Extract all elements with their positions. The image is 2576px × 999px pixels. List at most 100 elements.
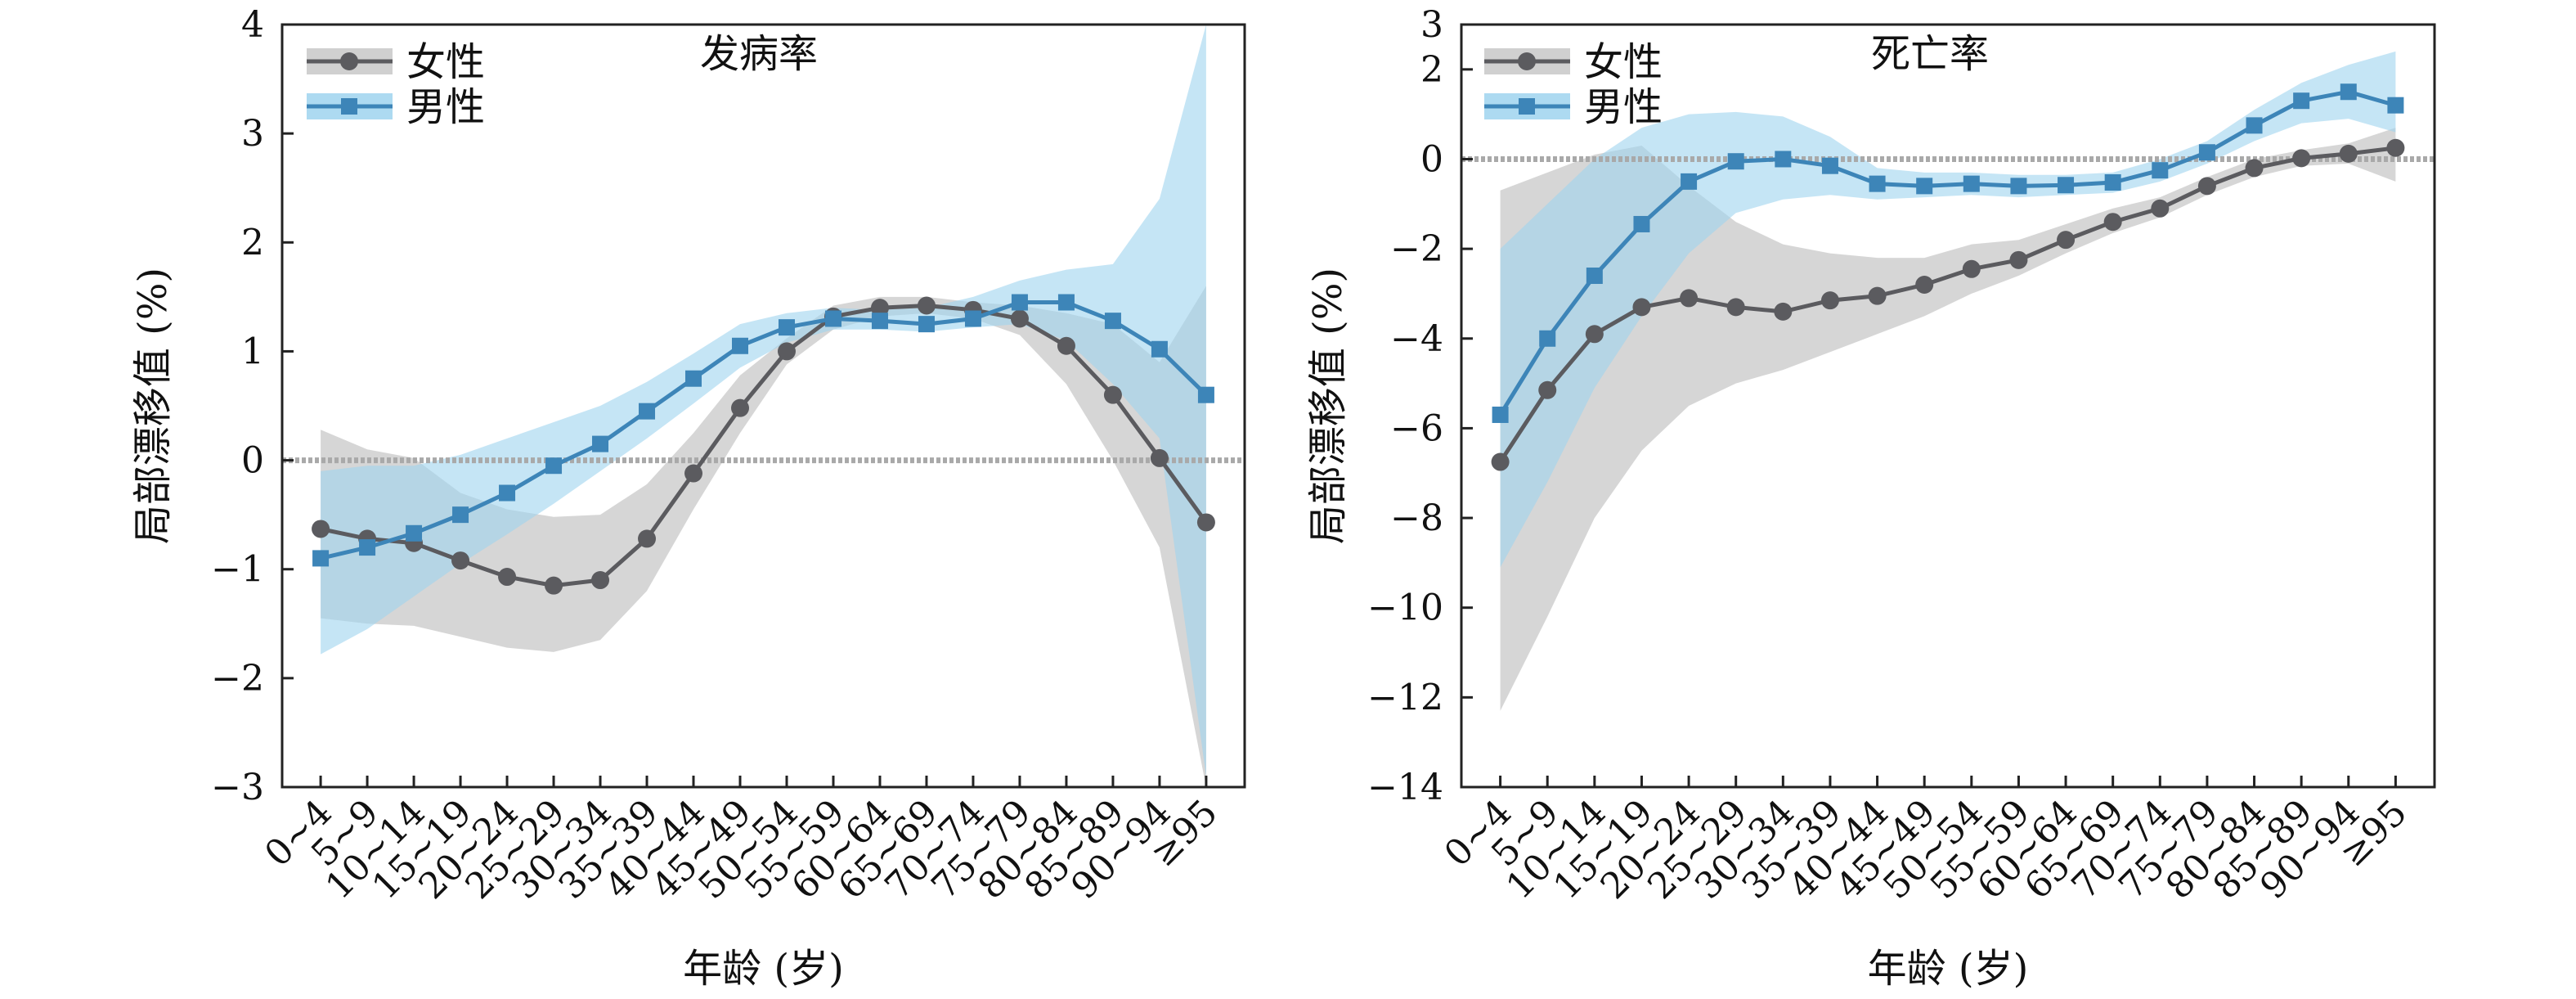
x-axis-label: 年龄 (岁) (1868, 946, 2029, 992)
x-axis-label: 年龄 (岁) (683, 946, 844, 992)
y-tick-label: 1 (241, 331, 264, 372)
y-tick-label: −1 (211, 549, 264, 591)
data-point-female (498, 568, 517, 587)
y-tick-label: −14 (1367, 767, 1443, 808)
data-point-female (2245, 159, 2264, 178)
legend-label-female: 女性 (1584, 39, 1663, 85)
y-axis-label: 局部漂移值 (%) (1305, 268, 1351, 544)
data-point-male (871, 313, 888, 330)
data-point-male (639, 403, 656, 420)
data-point-female (1538, 380, 1557, 399)
data-point-male (1197, 386, 1214, 403)
data-point-female (1962, 259, 1981, 278)
data-point-male (1539, 330, 1556, 347)
y-tick-label: 0 (241, 440, 264, 482)
confidence-band-male (1500, 51, 2396, 568)
data-point-female (2197, 177, 2216, 196)
data-point-female (1010, 309, 1029, 328)
y-tick-label: 3 (241, 113, 264, 155)
data-point-male (1916, 178, 1933, 195)
y-tick-label: −4 (1390, 318, 1443, 360)
data-point-female (1150, 448, 1169, 467)
y-tick-label: 3 (1420, 4, 1443, 46)
data-point-female (1915, 275, 1934, 294)
data-point-female (2151, 199, 2170, 218)
data-point-male (732, 337, 749, 354)
y-tick-label: −8 (1390, 497, 1443, 539)
legend-marker (1518, 52, 1536, 70)
data-point-female (591, 571, 610, 590)
legend-marker (1519, 98, 1535, 115)
y-tick-label: −12 (1367, 677, 1443, 718)
data-point-female (1726, 298, 1745, 317)
y-tick-label: −2 (1390, 228, 1443, 270)
legend-label-male: 男性 (406, 84, 485, 130)
legend-label-female: 女性 (406, 39, 485, 85)
data-point-female (2386, 138, 2405, 157)
data-point-male (312, 550, 330, 567)
y-tick-label: 2 (1420, 49, 1443, 91)
data-point-female (870, 299, 889, 317)
data-point-male (2387, 97, 2404, 114)
data-point-female (1774, 302, 1793, 321)
data-point-female (1868, 286, 1887, 305)
data-point-male (592, 435, 609, 452)
data-point-female (2009, 250, 2028, 269)
data-point-female (2339, 144, 2358, 163)
data-point-male (964, 310, 981, 327)
data-point-male (1492, 406, 1509, 423)
data-point-female (731, 398, 750, 417)
data-point-male (406, 524, 423, 542)
data-point-female (1820, 291, 1839, 310)
data-point-female (312, 520, 330, 538)
y-tick-label: −2 (211, 658, 264, 700)
legend-label-male: 男性 (1584, 84, 1663, 130)
data-point-female (2103, 213, 2122, 232)
data-point-male (1821, 157, 1838, 174)
data-point-male (1633, 215, 1650, 232)
data-point-male (452, 506, 469, 524)
y-tick-label: −10 (1367, 587, 1443, 629)
data-point-male (2010, 178, 2027, 195)
legend-marker (340, 52, 358, 70)
data-point-female (1585, 325, 1604, 344)
data-point-female (917, 296, 936, 315)
chart-panel-incidence: −3−2−1012340~45~910~1415~1920~2425~2930~… (130, 4, 1246, 992)
chart-title: 发病率 (700, 31, 818, 77)
data-point-female (1491, 452, 1510, 471)
data-point-female (684, 464, 703, 483)
data-point-male (2293, 92, 2310, 110)
data-point-female (1632, 298, 1651, 317)
data-point-male (1681, 173, 1698, 190)
data-point-female (545, 576, 563, 595)
data-point-female (1103, 385, 1122, 404)
data-point-male (1869, 175, 1886, 192)
data-point-male (778, 319, 795, 336)
data-point-male (1775, 151, 1792, 168)
chart-title: 死亡率 (1871, 31, 1989, 77)
confidence-band-female (1500, 128, 2396, 711)
data-point-female (451, 551, 470, 570)
data-point-male (2246, 117, 2263, 134)
y-tick-label: −6 (1390, 407, 1443, 449)
data-point-male (1963, 175, 1980, 192)
data-point-male (2340, 83, 2357, 101)
data-point-male (2104, 173, 2121, 191)
data-point-male (1586, 268, 1603, 285)
data-point-male (824, 310, 841, 327)
data-point-male (2198, 144, 2215, 161)
data-point-female (1057, 336, 1075, 355)
data-point-male (1151, 340, 1168, 358)
y-tick-label: −3 (211, 767, 264, 808)
confidence-band-male (321, 25, 1206, 776)
chart-panel-mortality: −14−12−10−8−6−4−20230~45~910~1415~1920~2… (1305, 4, 2436, 992)
data-point-male (1727, 153, 1744, 170)
plot-frame (280, 23, 1246, 789)
plot-frame (1460, 23, 2436, 789)
data-point-female (1196, 513, 1215, 532)
y-tick-label: 0 (1420, 138, 1443, 180)
data-point-male (918, 316, 935, 333)
